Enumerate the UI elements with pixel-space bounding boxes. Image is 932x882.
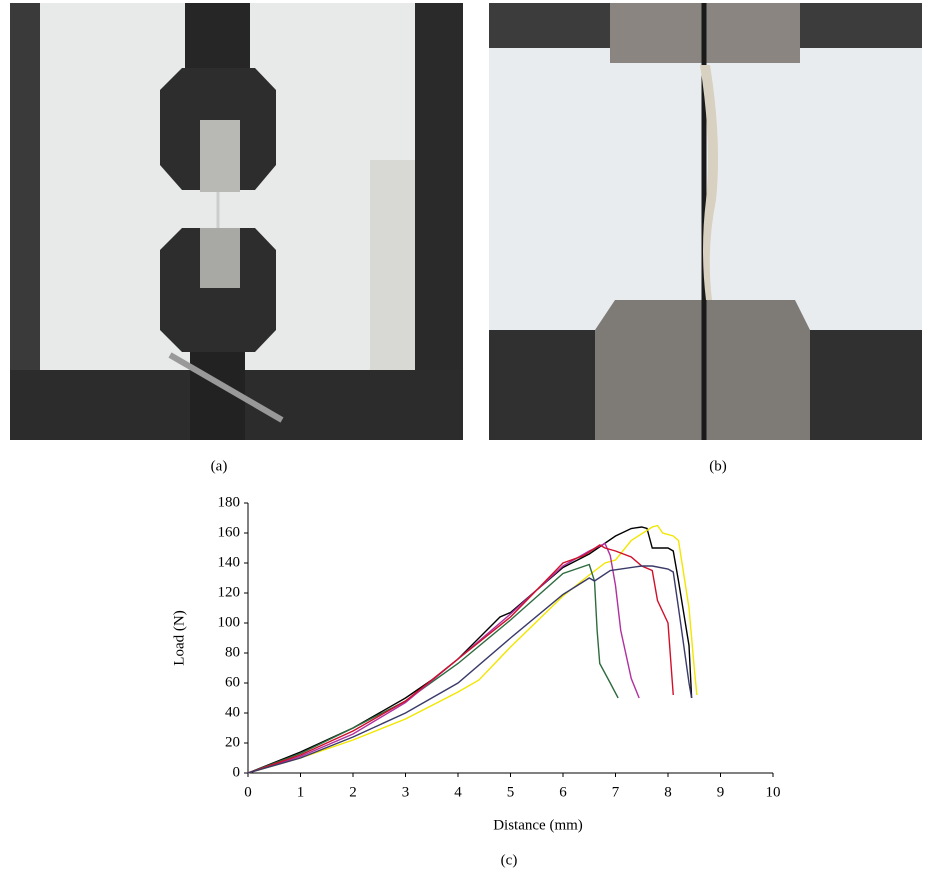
series-line [247, 544, 674, 774]
y-tick-label: 100 [218, 614, 241, 630]
x-axis-label: Distance (mm) [493, 817, 583, 833]
y-tick-label: 60 [225, 674, 240, 690]
panel-label: (c) [501, 852, 518, 868]
y-tick-label: 140 [218, 554, 241, 570]
y-tick-label: 80 [225, 644, 240, 660]
series-line [247, 563, 619, 774]
x-tick-label: 7 [612, 784, 620, 800]
y-tick-label: 20 [225, 734, 240, 750]
series-line [247, 565, 693, 774]
photo-a [10, 3, 463, 440]
x-tick-label: 8 [664, 784, 672, 800]
series-line [247, 524, 698, 774]
x-tick-label: 6 [559, 784, 567, 800]
y-tick-label: 0 [233, 764, 241, 780]
x-tick-label: 3 [402, 784, 410, 800]
x-tick-label: 10 [766, 784, 781, 800]
x-tick-label: 0 [244, 784, 252, 800]
photo-b [489, 3, 922, 440]
panel-label: (b) [709, 458, 727, 474]
y-tick-label: 40 [225, 704, 240, 720]
y-tick-label: 180 [218, 494, 241, 510]
x-tick-label: 2 [349, 784, 357, 800]
y-tick-label: 120 [218, 584, 241, 600]
x-tick-label: 5 [507, 784, 515, 800]
x-tick-label: 1 [297, 784, 305, 800]
y-axis-label: Load (N) [171, 610, 187, 665]
series-line [247, 542, 640, 774]
panel-label: (a) [211, 458, 228, 474]
x-tick-label: 9 [717, 784, 725, 800]
y-tick-label: 160 [218, 524, 241, 540]
x-tick-label: 4 [454, 784, 462, 800]
